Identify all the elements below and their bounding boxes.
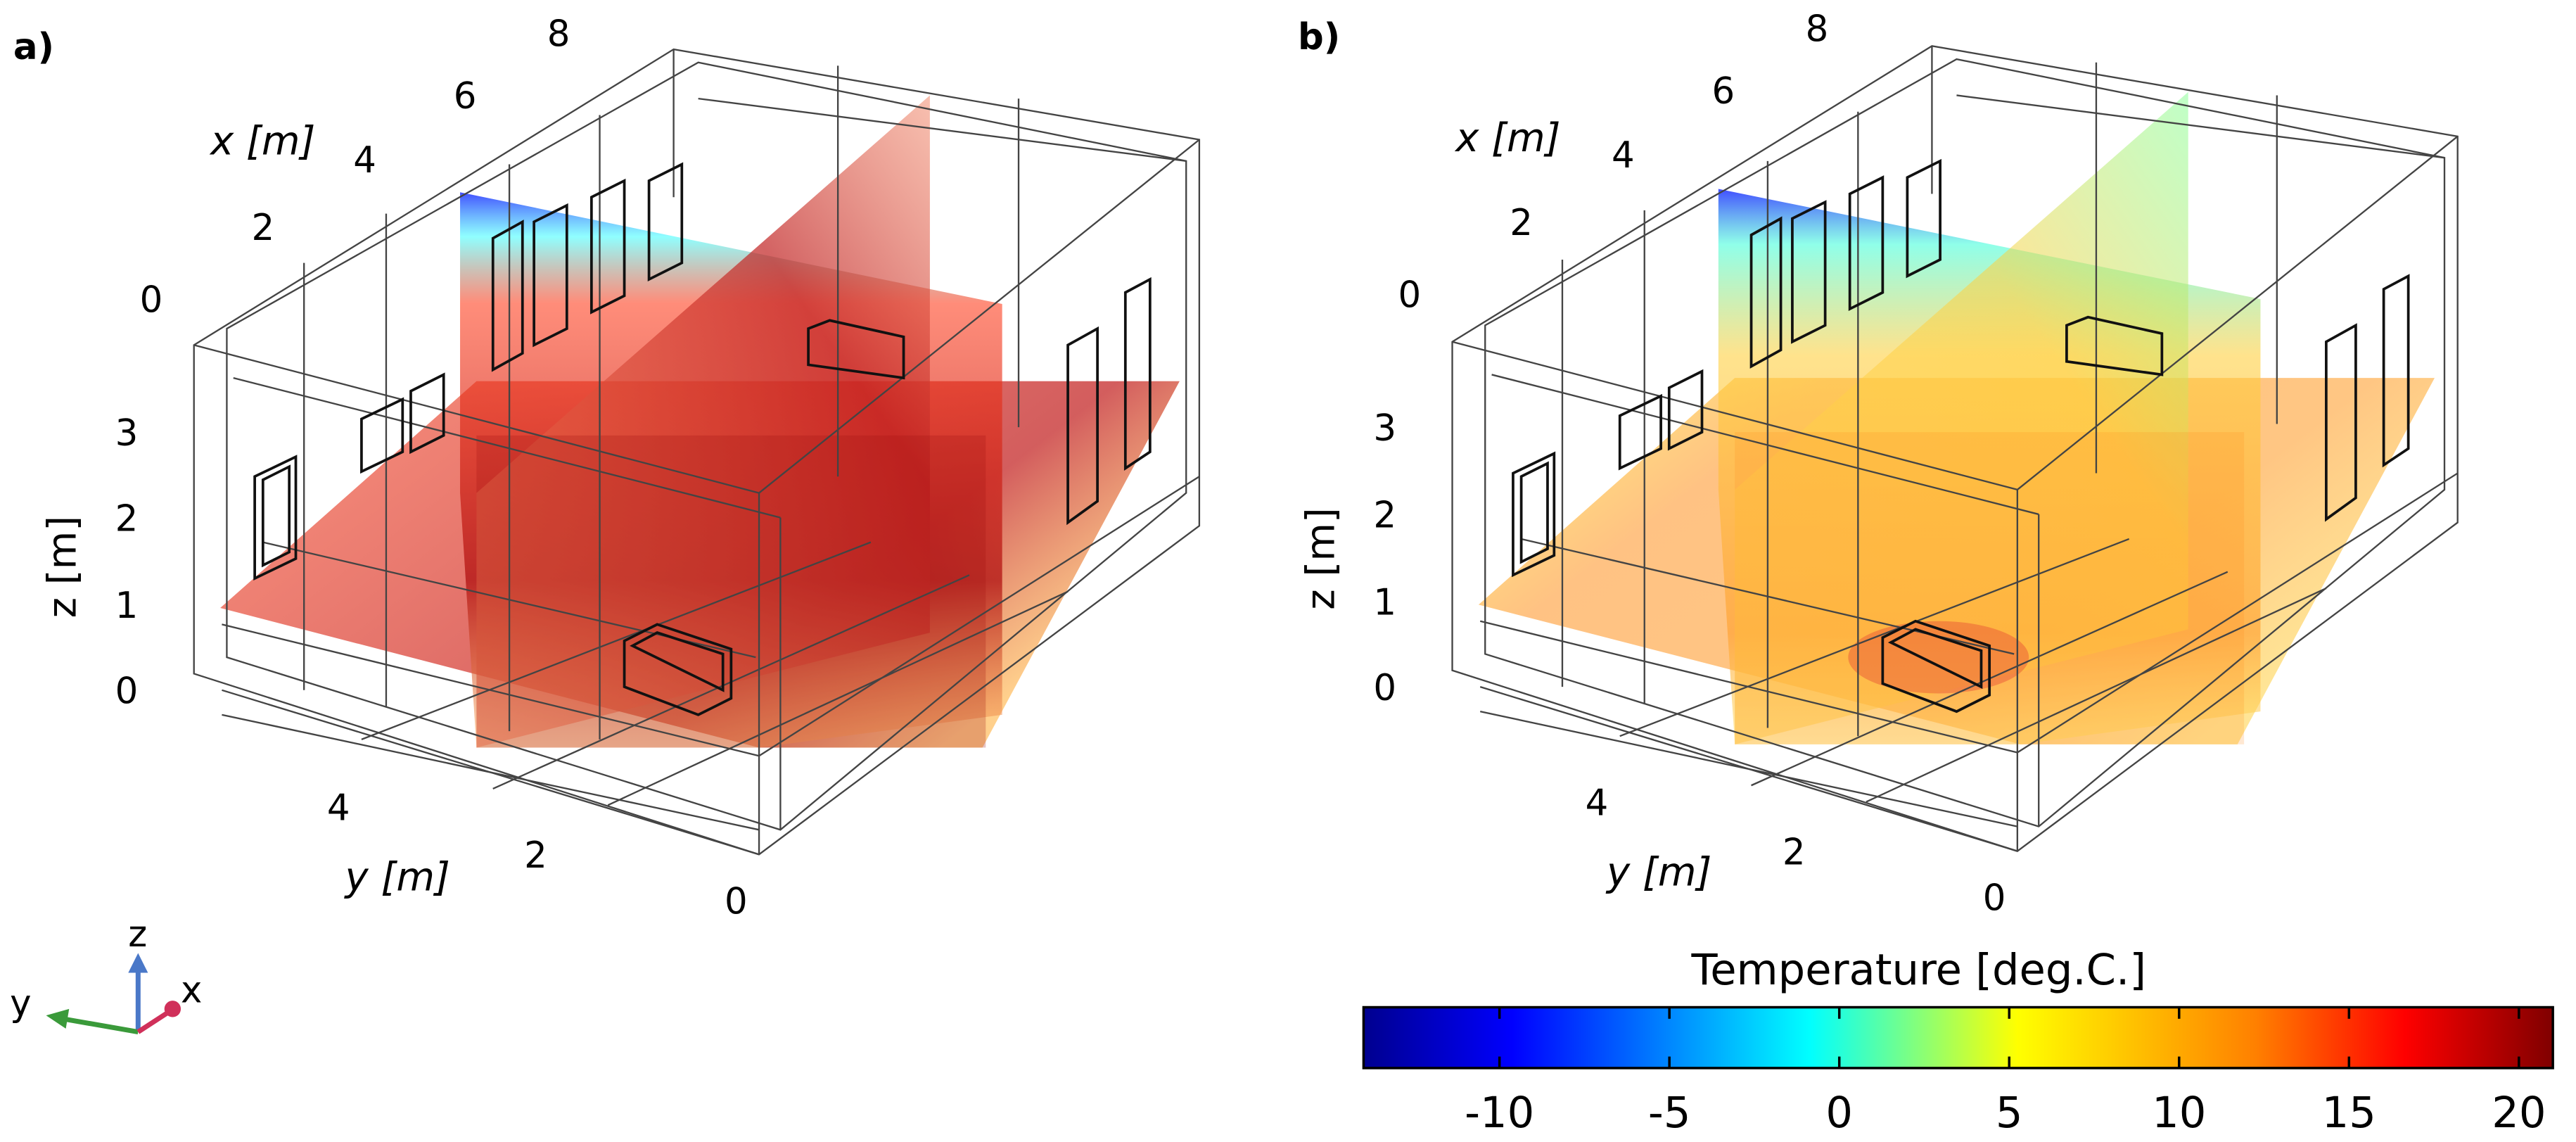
colorbar: Temperature [deg.C.] -10 -5 0 5 10 15 20 (1362, 946, 2554, 1138)
x-tick: 2 (1510, 202, 1533, 244)
triad-y-arrow (46, 1008, 70, 1029)
x-axis-ticks: 0 2 4 6 8 (1398, 8, 1828, 316)
y-axis-title: y [m] (344, 855, 450, 901)
z-axis-ticks: 3 2 1 0 (1373, 407, 1396, 709)
warm-spot (1848, 621, 2029, 694)
vertical-slice-y (476, 95, 930, 748)
z-tick: 1 (1373, 581, 1396, 623)
z-tick: 3 (1373, 407, 1396, 450)
colorbar-tick-label: -10 (1465, 1089, 1534, 1138)
radiator (623, 319, 905, 716)
z-tick: 3 (115, 412, 139, 455)
x-axis-title: x [m] (1454, 115, 1560, 161)
z-tick: 2 (115, 497, 139, 540)
floor-slice-overlay (1735, 432, 2245, 744)
x-tick: 6 (1711, 70, 1735, 113)
radiator (1881, 315, 2164, 713)
x-tick: 4 (1612, 134, 1635, 177)
z-tick: 1 (115, 585, 139, 627)
z-tick: 0 (115, 670, 139, 712)
triad-y-label: y (10, 982, 31, 1024)
colorbar-tick-label: 15 (2322, 1089, 2376, 1138)
right-window (1066, 277, 1152, 526)
x-tick: 8 (547, 13, 570, 55)
colorbar-ticks: -10 -5 0 5 10 15 20 (1465, 1007, 2546, 1138)
right-window (2325, 274, 2410, 522)
colorbar-tick-label: 20 (2492, 1089, 2546, 1138)
colorbar-tick-label: 10 (2152, 1089, 2206, 1138)
triad-z-label: z (128, 913, 147, 956)
y-tick: 0 (725, 880, 748, 922)
x-axis-title: x [m] (209, 119, 315, 165)
y-tick: 2 (1783, 831, 1806, 873)
y-tick: 4 (327, 787, 350, 829)
colorbar-title: Temperature [deg.C.] (1690, 946, 2146, 995)
panel-label: a) (13, 26, 54, 68)
z-axis-title: z [m] (40, 516, 86, 618)
panel-b: b) (1298, 8, 2459, 920)
colorbar-tick-label: 0 (1825, 1089, 1853, 1138)
x-axis-ticks: 0 2 4 6 8 (140, 13, 570, 321)
y-axis-title: y [m] (1605, 850, 1711, 896)
left-windows (253, 162, 684, 580)
colorbar-gradient (1362, 1005, 2554, 1070)
x-tick: 2 (251, 207, 274, 249)
y-tick: 4 (1586, 782, 1609, 824)
colorbar-tick-label: -5 (1648, 1089, 1691, 1138)
y-axis-ticks: 4 2 0 (1586, 782, 2006, 919)
triad-x-arrow (164, 1001, 181, 1017)
triad-z-arrow (128, 953, 148, 973)
x-tick: 6 (454, 75, 477, 118)
room-wireframe (1451, 45, 2459, 852)
colorbar-tick-label: 5 (1996, 1089, 2023, 1138)
panel-label: b) (1298, 16, 1340, 58)
panel-a: a) (13, 13, 1201, 922)
z-axis-title: z [m] (1298, 507, 1344, 610)
z-tick: 0 (1373, 667, 1396, 709)
x-tick: 0 (1398, 274, 1421, 317)
y-axis-ticks: 4 2 0 (327, 787, 748, 922)
x-tick: 0 (140, 279, 163, 322)
z-tick: 2 (1373, 495, 1396, 537)
x-tick: 8 (1806, 8, 1829, 50)
x-tick: 4 (353, 139, 376, 182)
triad-y-axis (62, 1016, 139, 1034)
y-tick: 0 (1983, 877, 2006, 920)
z-axis-ticks: 3 2 1 0 (115, 412, 139, 713)
axis-triad: z y x (10, 913, 202, 1034)
floor-slice-overlay (476, 435, 986, 748)
triad-x-label: x (181, 970, 202, 1012)
y-tick: 2 (524, 835, 547, 877)
left-windows (1512, 158, 1941, 578)
triad-x-axis (136, 1008, 172, 1034)
vertical-slice-y (1735, 91, 2188, 744)
